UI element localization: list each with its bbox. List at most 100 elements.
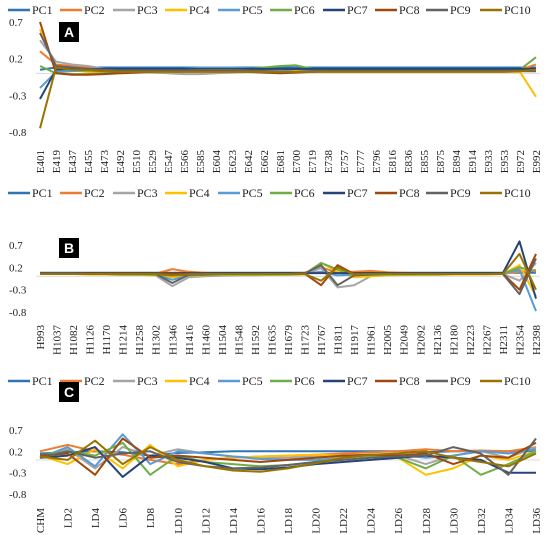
x-tick-label: H2267 [481, 325, 493, 355]
x-tick-label: LD12 [200, 508, 212, 534]
legend-entry: PC5 [218, 186, 263, 200]
x-tick-label: E473 [99, 150, 111, 174]
x-tick-label: LD2 [63, 508, 75, 528]
x-tick-label: H1170 [101, 325, 113, 355]
legend-label: PC10 [504, 374, 531, 388]
x-tick-label: H2092 [415, 325, 427, 355]
y-tick-label: 0.2 [9, 446, 23, 458]
legend-entry: PC2 [60, 186, 105, 200]
legend-label: PC10 [504, 3, 531, 17]
x-tick-label: E662 [259, 150, 271, 173]
x-tick-label: E566 [179, 150, 191, 174]
x-tick-label: E401 [35, 150, 47, 173]
x-tick-label: H1961 [366, 325, 378, 355]
x-tick-label: E604 [211, 150, 223, 174]
legend-label: PC4 [189, 186, 210, 200]
legend-label: PC5 [242, 186, 263, 200]
x-tick-label: E894 [451, 150, 463, 174]
x-tick-label: LD28 [421, 508, 433, 534]
x-tick-label: H1460 [200, 325, 212, 355]
x-tick-label: E933 [483, 150, 495, 174]
x-tick-label: H1082 [68, 325, 80, 355]
y-tick-label: 0.7 [9, 240, 23, 252]
x-tick-label: H993 [35, 325, 47, 350]
legend-label: PC8 [399, 3, 420, 17]
legend-label: PC5 [242, 3, 263, 17]
series-line-pc8 [39, 437, 537, 476]
legend-label: PC2 [84, 374, 105, 388]
x-tick-label: H2311 [498, 325, 510, 355]
x-tick-label: H1723 [300, 325, 312, 355]
x-tick-label: E777 [355, 150, 367, 174]
x-tick-label: H2223 [465, 325, 477, 355]
legend-label: PC1 [32, 186, 53, 200]
legend-label: PC7 [347, 374, 368, 388]
x-tick-label: LD6 [118, 508, 130, 529]
x-tick-label: LD24 [366, 508, 378, 534]
series-line-pc4 [40, 261, 537, 297]
panel-label-box [59, 382, 79, 402]
legend-label: PC1 [32, 3, 53, 17]
y-tick-label: 0.7 [9, 425, 23, 437]
legend-entry: PC8 [375, 374, 420, 388]
x-tick-label: E510 [131, 150, 143, 174]
x-tick-label: LD4 [90, 508, 102, 529]
legend-label: PC3 [137, 3, 158, 17]
x-tick-label: E972 [515, 150, 527, 173]
legend-entry: PC10 [480, 3, 531, 17]
legend-entry: PC4 [165, 374, 210, 388]
x-tick-label: H1811 [333, 325, 345, 355]
x-tick-label: H1635 [266, 325, 278, 355]
panel-label-box [59, 238, 79, 258]
x-tick-label: E855 [419, 150, 431, 174]
x-tick-label: CHM [35, 508, 47, 533]
legend-entry: PC7 [323, 3, 368, 17]
y-tick-label: 0.2 [9, 262, 23, 274]
y-tick-label: -0.3 [9, 285, 27, 297]
legend-label: PC6 [294, 3, 315, 17]
legend-label: PC8 [399, 186, 420, 200]
x-tick-label: E681 [275, 150, 287, 173]
series-line-pc10 [40, 252, 537, 291]
chart-panel-C: PC1 PC2 PC3 PC4 PC5 PC6 PC7 PC8 PC9 PC10 0.7 0.2 -0.… [8, 374, 543, 534]
legend-entry: PC10 [480, 186, 531, 200]
x-tick-label: E455 [83, 150, 95, 174]
x-tick-label: H2049 [399, 325, 411, 355]
x-tick-label: H2180 [448, 325, 460, 355]
x-tick-label: H1917 [349, 325, 361, 355]
legend-entry: PC7 [323, 186, 368, 200]
x-tick-label: H1214 [118, 325, 130, 355]
panel-label-text: C [64, 384, 74, 400]
x-tick-label: H1592 [250, 325, 262, 355]
panel-label: A [59, 22, 79, 42]
chart-panel-B: PC1 PC2 PC3 PC4 PC5 PC6 PC7 PC8 PC9 PC10 0.7 0.2 -0.… [8, 186, 543, 355]
x-tick-label: E953 [499, 150, 511, 174]
x-tick-label: E642 [243, 150, 255, 173]
x-tick-label: H1679 [283, 325, 295, 355]
panel-label-box [59, 22, 79, 42]
legend-label: PC9 [450, 3, 471, 17]
x-tick-label: H2354 [514, 325, 526, 355]
legend-entry: PC6 [270, 374, 315, 388]
x-tick-label: LD8 [145, 508, 157, 529]
legend-entry: PC6 [270, 3, 315, 17]
x-tick-label: LD26 [393, 508, 405, 534]
x-tick-label: E757 [339, 150, 351, 174]
legend-label: PC2 [84, 3, 105, 17]
x-tick-label: E816 [387, 150, 399, 174]
x-tick-label: H1548 [233, 325, 245, 355]
legend-label: PC7 [347, 3, 368, 17]
chart-panel-A: PC1 PC2 PC3 PC4 PC5 PC6 PC7 PC8 PC9 PC10 0.7 0.2 -0.… [8, 3, 543, 173]
legend-entry: PC7 [323, 374, 368, 388]
x-tick-label: LD20 [311, 508, 323, 534]
x-tick-label: E836 [403, 150, 415, 174]
series-line-pc1 [39, 66, 536, 71]
x-tick-label: H2005 [382, 325, 394, 355]
legend-label: PC4 [189, 374, 210, 388]
x-tick-label: H1767 [316, 325, 328, 355]
legend-entry: PC3 [113, 3, 158, 17]
y-tick-label: -0.8 [9, 489, 27, 501]
legend-entry: PC10 [480, 374, 531, 388]
x-tick-label: LD34 [503, 508, 515, 534]
x-tick-label: E623 [227, 150, 239, 174]
